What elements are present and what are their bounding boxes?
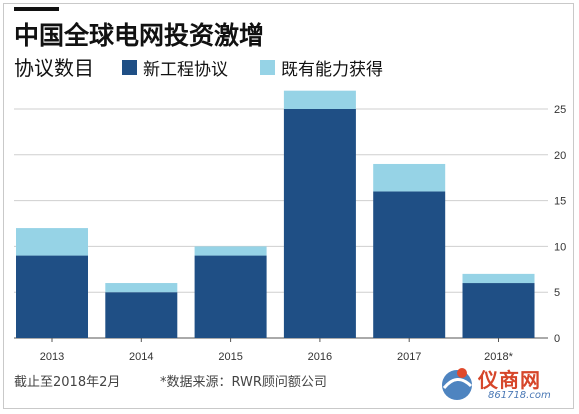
bar-2018-series-0 — [462, 283, 535, 338]
bar-2016-series-0 — [283, 109, 356, 338]
legend-label-new-projects: 新工程协议 — [143, 59, 228, 80]
bar-2016-series-1 — [283, 90, 356, 109]
y-tick-label-20: 20 — [554, 150, 566, 162]
y-tick-label-5: 5 — [554, 287, 560, 299]
bar-2015-series-0 — [194, 255, 267, 338]
bar-2018-series-1 — [462, 273, 535, 284]
chart-title: 中国全球电网投资激增 — [14, 21, 265, 50]
legend-item-new-projects: 新工程协议 — [122, 55, 228, 80]
date-footnote: 截止至2018年2月 — [14, 375, 121, 390]
bar-2013-series-0 — [16, 255, 88, 338]
y-tick-label-15: 15 — [554, 196, 566, 208]
y-tick-label-10: 10 — [554, 241, 566, 253]
x-tick-label-2016: 2016 — [308, 351, 332, 363]
legend-label-acquisitions: 既有能力获得 — [281, 59, 383, 80]
legend-item-acquisitions: 既有能力获得 — [260, 55, 383, 80]
chart-subtitle: 协议数目 — [14, 56, 94, 80]
bar-2014-series-0 — [105, 292, 178, 338]
bar-2013-series-1 — [16, 228, 88, 256]
bar-2017-series-0 — [373, 191, 446, 338]
bar-2015-series-1 — [194, 246, 267, 256]
watermark-url: 861718.com — [488, 390, 551, 401]
x-tick-label-2018: 2018* — [484, 351, 513, 363]
legend-swatch-new-projects — [122, 59, 137, 75]
x-tick-label-2014: 2014 — [129, 351, 153, 363]
watermark-text: 仪商网 — [478, 368, 541, 392]
x-tick-label-2013: 2013 — [40, 351, 64, 363]
bar-2014-series-1 — [105, 283, 178, 293]
watermark: 仪商网 861718.com — [436, 362, 571, 406]
y-tick-label-0: 0 — [554, 333, 560, 345]
watermark-logo-icon — [442, 368, 473, 400]
y-tick-label-25: 25 — [554, 104, 566, 116]
source-footnote: *数据来源：RWR顾问额公司 — [160, 375, 327, 390]
title-rule — [14, 7, 59, 11]
legend-swatch-acquisitions — [260, 59, 275, 75]
x-tick-label-2017: 2017 — [397, 351, 421, 363]
x-tick-label-2015: 2015 — [218, 351, 242, 363]
chart-frame — [3, 3, 574, 409]
bar-2017-series-1 — [373, 163, 446, 192]
